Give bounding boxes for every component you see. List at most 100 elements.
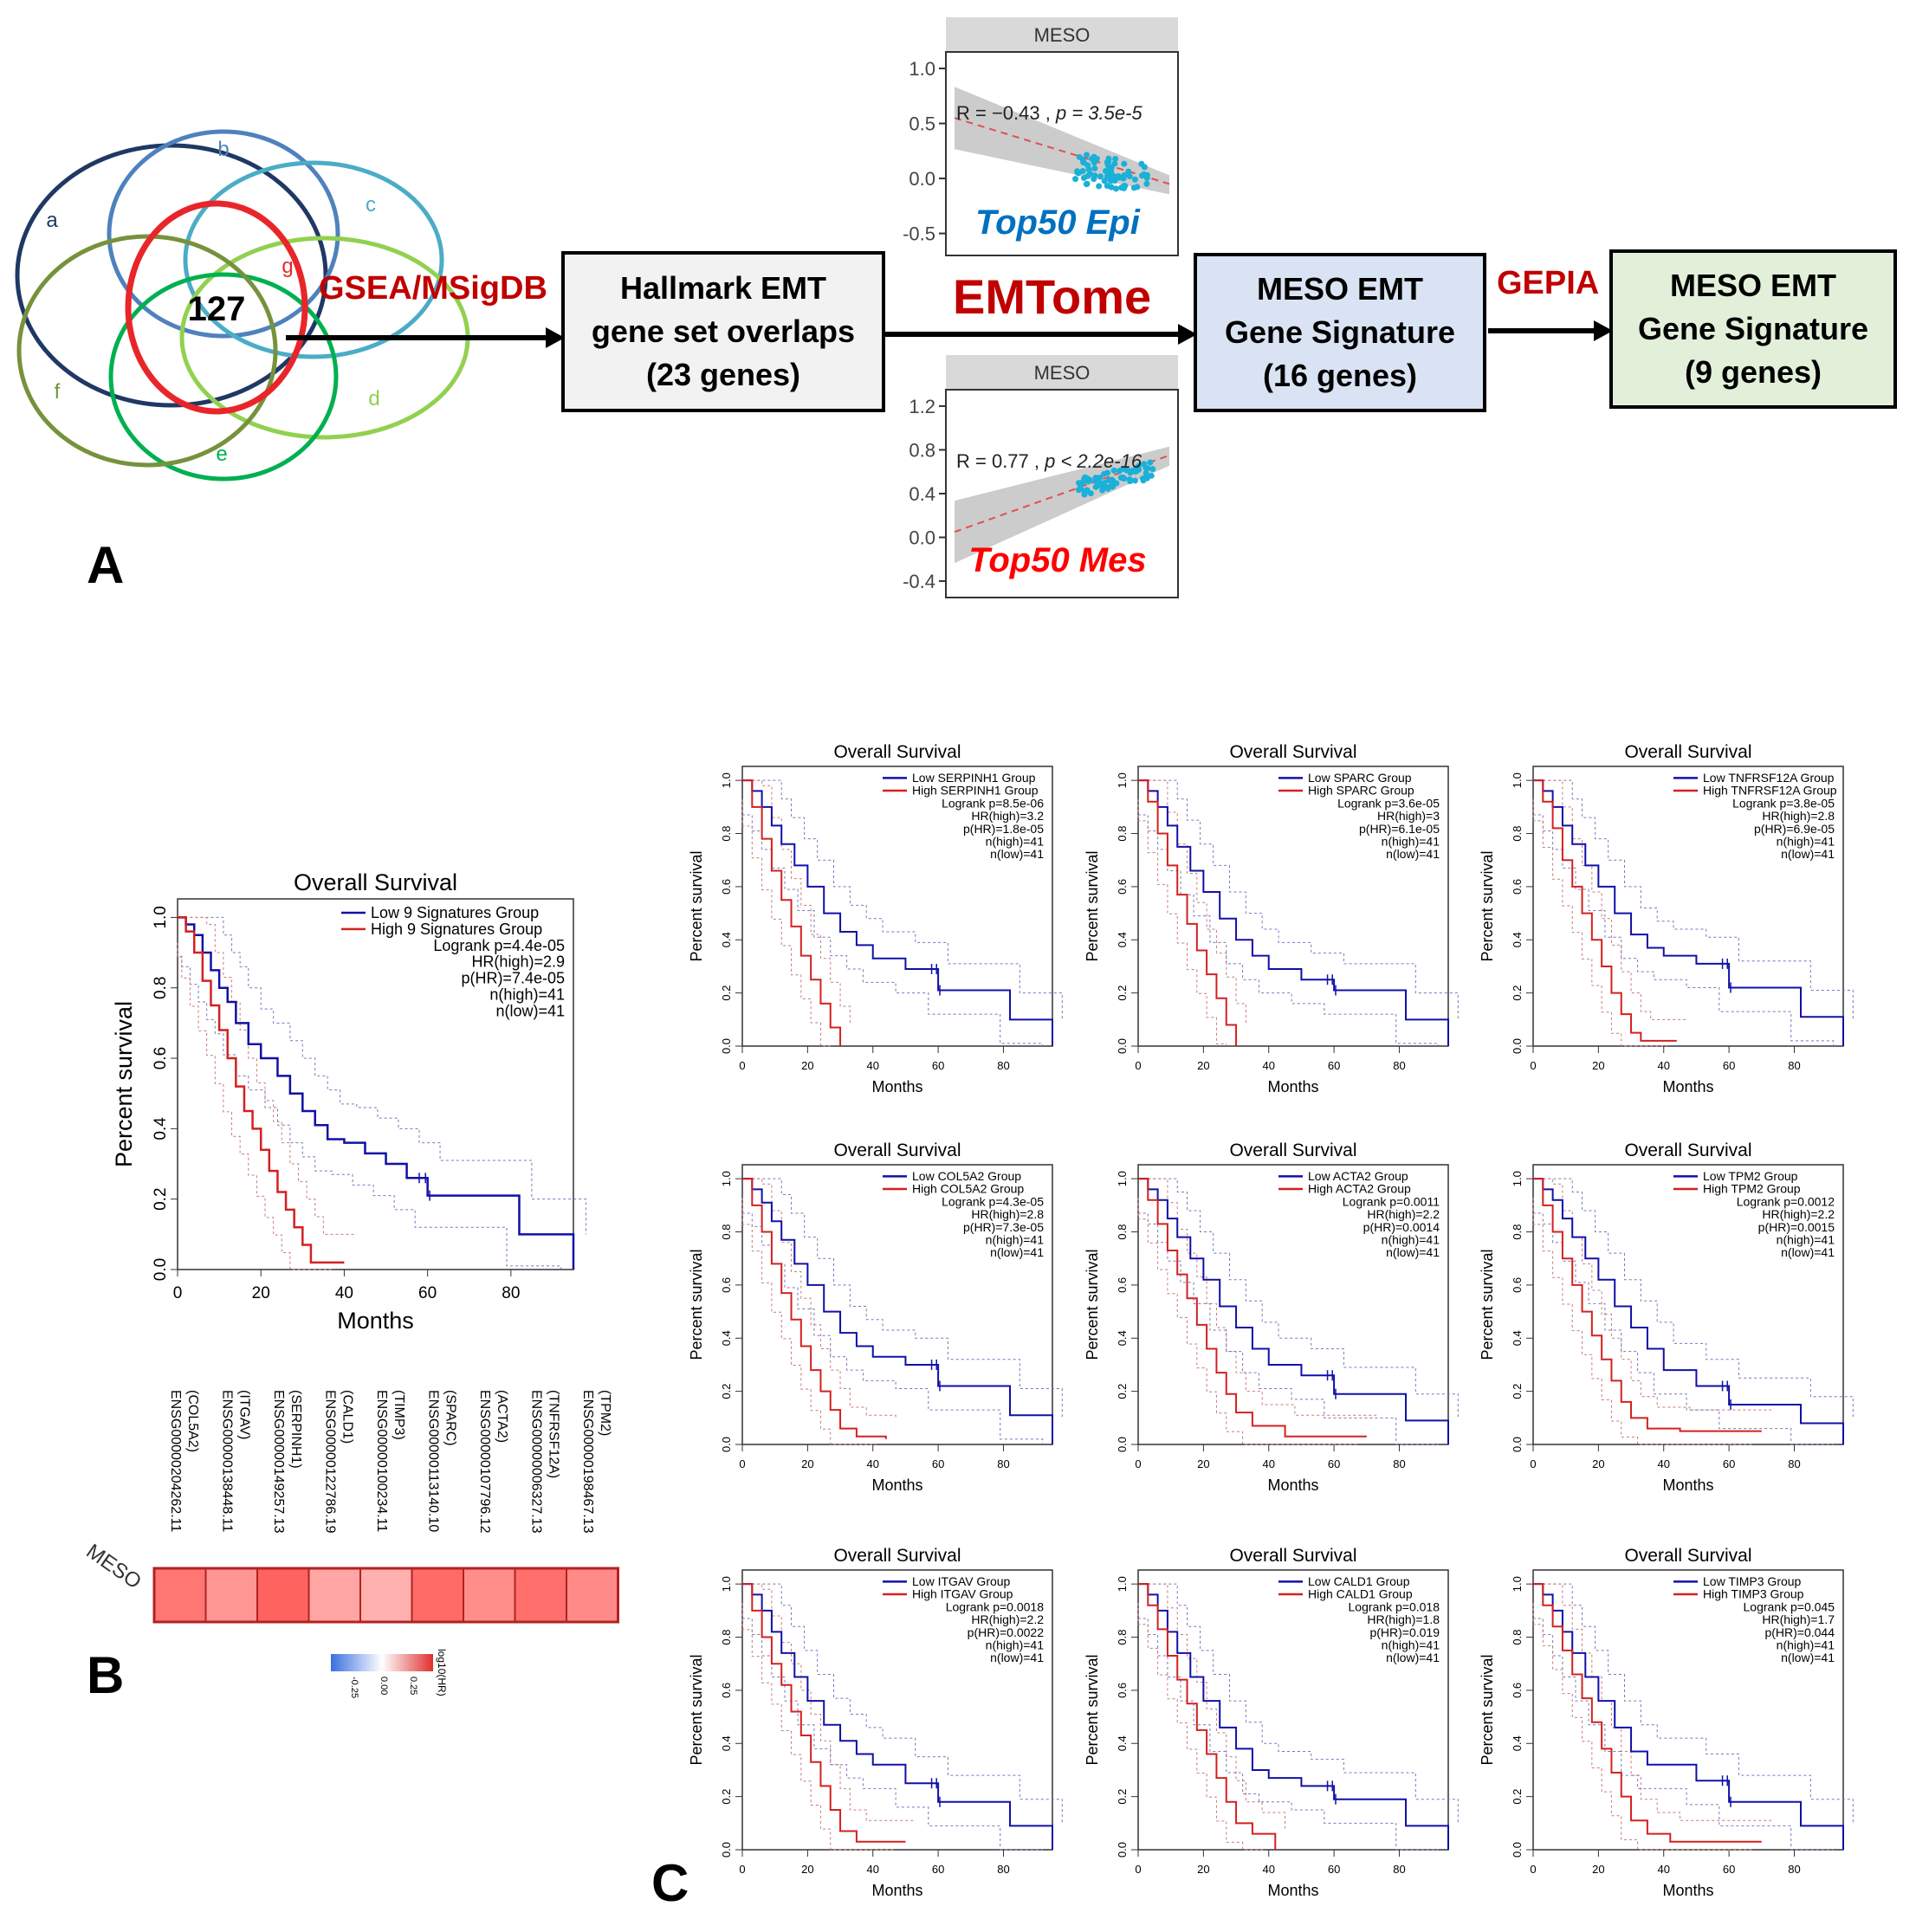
km-stat: Logrank p=0.0012 [1737,1194,1835,1208]
scatter-point [1127,478,1134,485]
low-ci-line [1148,1178,1459,1418]
x-tick-label: 40 [1658,1863,1670,1876]
y-tick-label: 0.4 [720,1735,733,1751]
km-stat: p(HR)=0.044 [1764,1625,1835,1639]
high-ci-line [1532,1198,1752,1445]
venn-label-b: b [217,138,229,161]
gsea-msigdb-label: GSEA/MSigDB [319,270,547,307]
km-stat: HR(high)=3.2 [971,809,1044,823]
scatter-point [1112,155,1119,162]
km-stat: p(HR)=0.0022 [968,1625,1045,1639]
scatter-point [1074,169,1081,176]
low-ci-line [1137,1202,1439,1445]
y-tick-label: 0.6 [720,1277,733,1293]
low-ci-line [177,948,562,1270]
venn-label-c: c [366,193,376,216]
meso16-line3: (16 genes) [1262,358,1418,393]
x-axis-label: Months [1662,1882,1713,1899]
y-axis-label: Percent survival [111,1001,137,1167]
y-tick-label: 1.0 [1511,772,1524,788]
facet-strip [946,17,1178,52]
heatmap-col-gene: (TNFRSF12A) [546,1390,560,1478]
scatter-point [1120,175,1127,182]
low-ci-line [752,779,1063,1020]
high-ci-line [1148,1178,1377,1416]
km-stat: Logrank p=4.4e-05 [433,937,565,954]
heatmap-col-gene: (ITGAV) [236,1390,251,1439]
venn-set-f [16,234,278,468]
scatter-caption: Top50 Mes [968,541,1146,579]
x-tick-label: 80 [997,1863,1009,1876]
scatter-point [1105,168,1112,175]
scatter-point [1093,155,1100,162]
y-tick-label: 0.2 [1511,985,1524,1001]
scatter-point [1083,152,1090,158]
venn-label-a: a [46,209,58,232]
stat-r: R = −0.43 , [956,102,1056,124]
y-axis-label: Percent survival [688,1654,705,1765]
scatter-point [1143,180,1150,187]
km-stat: n(low)=41 [495,1002,565,1019]
legend-low: Low ITGAV Group [912,1574,1011,1588]
km-stat: p(HR)=1.8e-05 [963,822,1044,836]
panel-label-a: A [87,536,125,594]
x-tick-label: 80 [1788,1059,1800,1072]
heatmap-col-id: ENSG00000006327.13 [528,1390,543,1534]
hallmark-line3: (23 genes) [645,357,801,392]
km-stat: HR(high)=1.8 [1367,1612,1440,1626]
scatter-point [1142,464,1149,471]
x-tick-label: 40 [1263,1863,1275,1876]
heatmap-col-gene: (CALD1) [340,1390,354,1444]
x-tick-label: 60 [1328,1863,1340,1876]
high-ci-line [1137,1603,1265,1851]
scatter-point [1120,465,1127,472]
x-tick-label: 60 [932,1059,944,1072]
x-tick-label: 80 [997,1457,1009,1470]
high-group-curve [742,1583,906,1843]
x-tick-label: 20 [1197,1457,1209,1470]
km-title: Overall Survival [1229,1546,1356,1566]
scatter-point [1112,185,1119,192]
venn-label-d: d [368,387,379,410]
x-tick-label: 0 [173,1284,183,1302]
legend-high: High TIMP3 Group [1703,1587,1804,1601]
scatter-point [1110,467,1117,474]
x-tick-label: 60 [418,1284,437,1302]
low-ci-line [190,916,586,1235]
high-ci-line [1543,1583,1772,1821]
y-tick-label: 0.0 [720,1038,733,1054]
scatter-point [1087,490,1094,497]
heatmap-col-id: ENSG00000204262.11 [168,1390,183,1532]
y-tick-label: 0.0 [1511,1038,1524,1054]
x-axis-label: Months [871,1476,922,1494]
km-stat: Logrank p=3.8e-05 [1732,796,1835,810]
km-stat: p(HR)=7.3e-05 [963,1220,1044,1234]
km-stat: p(HR)=0.0014 [1363,1220,1440,1234]
heatmap-col-gene: (ACTA2) [495,1390,509,1443]
high-group-curve [1533,779,1677,1042]
km-frame [1137,1569,1449,1851]
x-axis-label: Months [1267,1882,1318,1899]
regression-line [954,117,1170,185]
panel-label-b: B [87,1646,125,1704]
y-tick-label: 0.6 [1116,879,1129,895]
x-tick-label: 0 [1530,1059,1536,1072]
x-axis-label: Months [1662,1078,1713,1095]
legend-high: High SERPINH1 Group [912,784,1039,798]
high-group-curve [1138,779,1238,1046]
x-tick-label: 80 [1393,1863,1405,1876]
venn-label-e: e [216,443,227,466]
heatmap-cell [307,1567,361,1623]
heatmap-col-gene: (TIMP3) [392,1390,406,1440]
legend-high: High ACTA2 Group [1308,1182,1411,1196]
y-tick-label: 0.2 [1116,985,1129,1001]
x-tick-label: 0 [1530,1457,1536,1470]
venn-set-a [15,143,328,408]
x-tick-label: 40 [1263,1059,1275,1072]
regression-line [954,454,1170,533]
venn-center-count: 127 [188,290,246,328]
legend-high: High TNFRSF12A Group [1703,784,1837,798]
km-stat: HR(high)=2.2 [1367,1207,1440,1221]
x-tick-label: 0 [739,1863,745,1876]
km-panel-2: Overall Survival 0 20 40 60 80 0.0 0.2 0.4 0.6 0.8… [1084,742,1459,1095]
